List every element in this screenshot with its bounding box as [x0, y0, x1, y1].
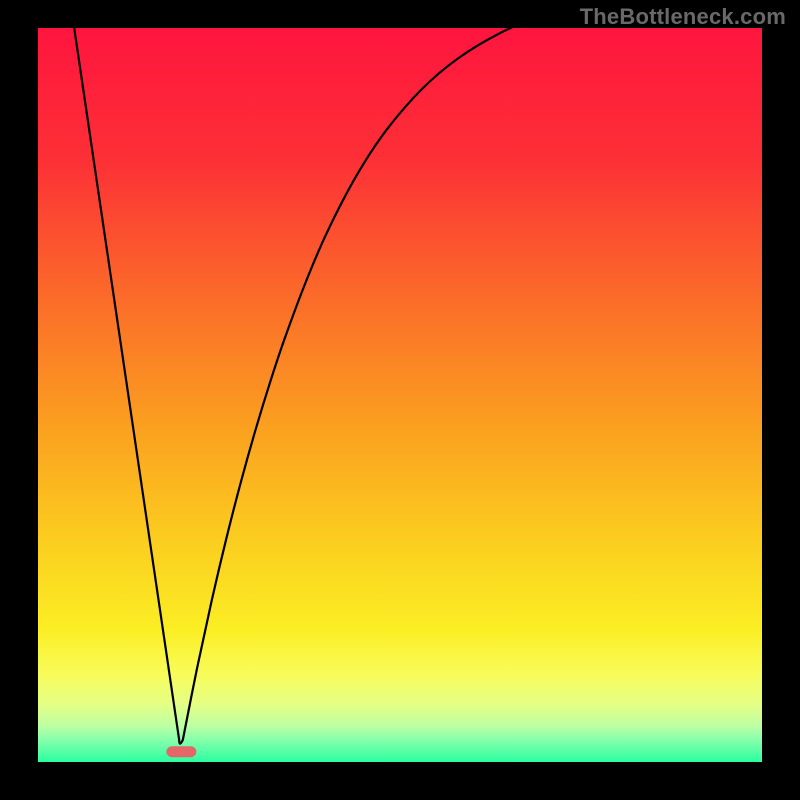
- watermark-text: TheBottleneck.com: [580, 4, 786, 30]
- min-marker: [166, 746, 196, 757]
- chart-svg: [0, 0, 800, 800]
- plot-background: [38, 28, 762, 762]
- figure-container: TheBottleneck.com: [0, 0, 800, 800]
